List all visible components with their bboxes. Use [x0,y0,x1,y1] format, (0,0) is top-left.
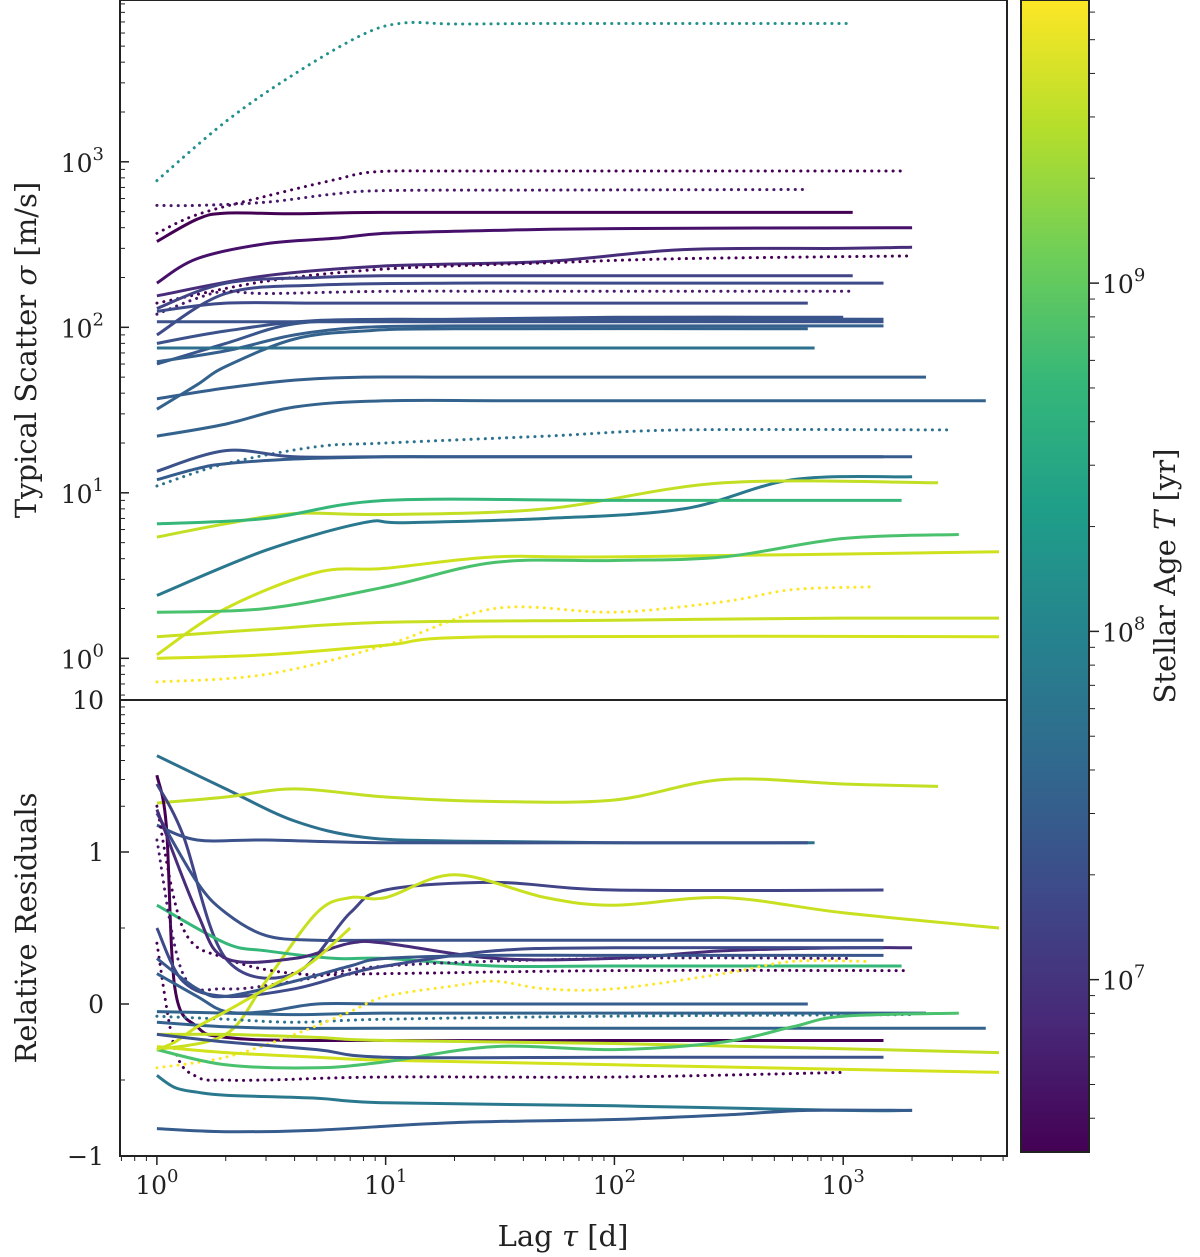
top-series-lines [155,20,1000,684]
bottom-series-line [156,1032,1000,1055]
x-tick-label: 102 [593,1166,636,1200]
bottom-series-line [156,1020,986,1030]
colorbar: 107 108 109 Stellar Age T [yr] [1020,0,1182,1153]
x-axis-ticks: 100 101 102 103 [120,1156,1004,1200]
top-series-line [156,398,986,438]
top-series-line [155,188,810,208]
top-panel: 100 101 102 103 Typical Scatter σ [m/s] [9,0,1008,701]
bottom-series-line [155,812,884,943]
top-series-line [156,327,808,411]
colorbar-tick-label: 107 [1102,962,1145,996]
bottom-series-line [156,823,808,845]
bottom-series-line [156,754,815,845]
top-series-line [156,533,959,614]
top-series-line [156,226,913,285]
top-y-ticks: 100 101 102 103 [61,3,129,696]
colorbar-fill [1021,0,1089,1152]
top-series-line [155,20,855,183]
top-series-line [156,616,1000,639]
bottom-series-line [156,926,352,1051]
bottom-series-lines [155,754,1000,1134]
top-series-line [156,474,913,597]
bottom-y-tick-label: 1 [88,838,104,867]
bottom-series-line [156,1011,959,1070]
top-series-line [156,317,884,366]
top-y-axis-label: Typical Scatter σ [m/s] [9,182,43,518]
top-series-line [155,585,871,684]
bottom-series-line [156,972,808,1015]
top-series-line [156,375,926,401]
top-series-line [156,634,1000,660]
colorbar-ticks: 107 108 109 [1089,11,1145,1119]
bottom-series-line [155,838,855,992]
bottom-series-line [155,953,884,999]
bottom-series-line [156,873,1000,1052]
bottom-series-line [155,809,913,964]
top-series-line [156,479,939,539]
colorbar-frame [1020,0,1090,1153]
bottom-y-tick-label: −1 [67,1142,104,1171]
bottom-series-line [156,1108,913,1134]
top-series-line [156,301,808,313]
x-axis-label: Lag τ [d] [498,1219,629,1253]
x-tick-label: 100 [135,1166,178,1200]
bottom-series-line [156,1032,884,1060]
colorbar-tick-label: 109 [1102,265,1145,299]
top-series-line [156,274,853,310]
colorbar-tick-label: 108 [1102,613,1145,647]
top-series-line [155,169,909,235]
bottom-series-line [156,777,939,805]
bottom-y-tick-label: 10 [72,686,104,715]
top-series-line [155,289,855,316]
bottom-plot-frame [119,699,1008,1157]
top-series-line [156,550,1000,657]
bottom-series-line [156,1074,913,1113]
top-series-line [156,281,884,337]
top-series-line [156,455,913,482]
top-y-tick-label: 100 [61,640,104,674]
bottom-y-ticks: −1 0 1 10 [67,686,129,1171]
bottom-series-line [155,774,884,1043]
top-series-line [155,254,914,305]
top-series-line [155,427,954,488]
top-y-tick-label: 101 [61,475,104,509]
top-y-tick-label: 102 [61,309,104,343]
x-tick-label: 103 [822,1166,865,1200]
top-series-line [156,245,913,298]
bottom-y-axis-label: Relative Residuals [9,792,43,1063]
bottom-panel: −1 0 1 10 100 101 102 103 Relative Residuals L… [9,686,1008,1253]
bottom-y-tick-label: 0 [88,990,104,1019]
bottom-series-line [155,783,884,980]
top-series-line [156,210,853,243]
bottom-series-line [155,1013,914,1024]
top-series-line [156,497,902,526]
x-tick-label: 101 [364,1166,407,1200]
colorbar-label: Stellar Age T [yr] [1148,449,1182,704]
top-y-tick-label: 103 [61,144,104,178]
